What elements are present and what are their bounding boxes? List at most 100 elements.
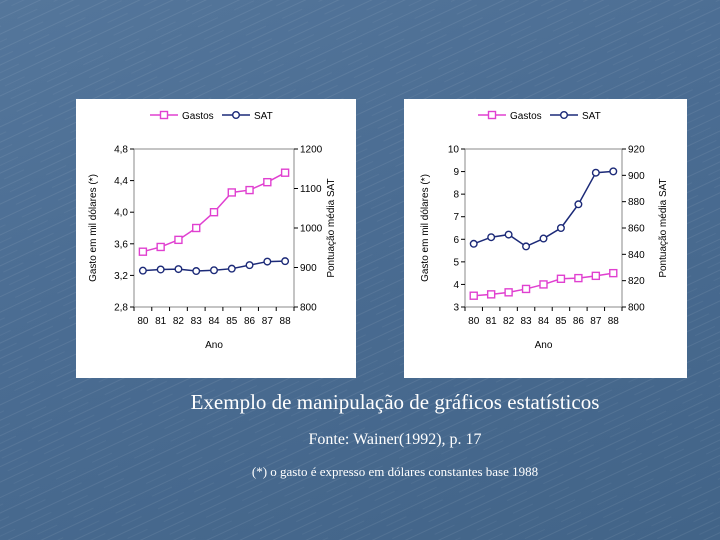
y-tick-label: 3,6 <box>114 239 128 250</box>
y-tick-label: 3 <box>453 303 459 314</box>
data-point-sat <box>227 264 236 273</box>
caption-note: (*) o gasto é expresso em dólares consta… <box>251 464 539 479</box>
data-point-sat <box>522 242 531 251</box>
data-point-sat <box>281 257 290 266</box>
data-point-gastos <box>469 291 478 300</box>
x-tick-label: 86 <box>573 316 585 327</box>
data-point-sat <box>504 230 513 239</box>
x-tick-label: 87 <box>590 316 602 327</box>
y2-tick-label: 800 <box>628 303 645 314</box>
y-tick-label: 4 <box>453 280 459 291</box>
x-axis-title: Ano <box>205 340 223 351</box>
data-point-sat <box>138 266 147 275</box>
data-point-sat <box>556 223 565 232</box>
data-point-gastos <box>504 288 513 297</box>
data-point-gastos <box>280 168 290 177</box>
y2-tick-label: 880 <box>628 197 645 208</box>
x-tick-label: 84 <box>208 316 220 327</box>
x-tick-label: 87 <box>262 316 274 327</box>
data-point-gastos <box>591 271 601 281</box>
chart-left: 2,8 3,2 3,6 4,0 4,4 4,8 800 900 1000 1100 1200 80 81… <box>88 110 337 351</box>
data-point-sat <box>156 265 165 274</box>
data-point-sat <box>574 200 583 209</box>
x-tick-label: 81 <box>486 316 498 327</box>
legend-label-sat: SAT <box>582 111 601 122</box>
data-point-sat <box>192 267 201 276</box>
x-tick-label: 88 <box>608 316 620 327</box>
x-axis-title: Ano <box>535 340 553 351</box>
y-tick-label: 10 <box>448 145 460 156</box>
y-tick-label: 3,2 <box>114 271 128 282</box>
y2-tick-label: 800 <box>300 303 317 314</box>
x-tick-label: 85 <box>226 316 238 327</box>
data-point-gastos <box>227 188 236 197</box>
data-point-sat <box>539 234 548 243</box>
x-tick-label: 86 <box>244 316 256 327</box>
y-tick-label: 7 <box>453 212 459 223</box>
x-tick-label: 81 <box>155 316 167 327</box>
y2-axis-title: Pontuação média SAT <box>326 178 337 277</box>
data-point-gastos <box>174 235 183 245</box>
data-point-gastos <box>521 284 531 294</box>
data-point-gastos <box>138 247 148 256</box>
data-point-sat <box>487 233 496 242</box>
y2-tick-label: 1000 <box>300 224 323 235</box>
data-point-gastos <box>486 290 496 299</box>
data-point-gastos <box>556 274 566 283</box>
data-point-sat <box>591 168 600 177</box>
y2-tick-label: 900 <box>300 263 317 274</box>
y-tick-label: 5 <box>453 257 459 268</box>
data-point-sat <box>245 261 254 270</box>
x-tick-label: 83 <box>520 316 532 327</box>
chart-right: 3 4 5 6 7 8 9 10 800 820 840 860 880 900 920 80 81 82 83 84… <box>420 110 669 351</box>
legend-label-sat: SAT <box>254 111 273 122</box>
data-point-gastos <box>209 207 219 217</box>
x-tick-label: 80 <box>137 316 149 327</box>
data-point-sat <box>263 257 272 266</box>
y2-tick-label: 840 <box>628 250 645 261</box>
x-tick-label: 82 <box>173 316 185 327</box>
chart-panel-right: 3 4 5 6 7 8 9 10 800 820 840 860 880 900 920 80 81 82 83 84… <box>404 99 687 378</box>
legend-marker-sat <box>231 110 240 119</box>
y2-axis-title: Pontuação média SAT <box>658 178 669 277</box>
data-point-sat <box>469 239 478 248</box>
data-point-sat <box>609 167 618 176</box>
data-point-gastos <box>574 273 583 283</box>
y2-tick-label: 860 <box>628 224 645 235</box>
y-tick-label: 4,8 <box>114 145 128 156</box>
data-point-sat <box>174 265 183 274</box>
y-tick-label: 2,8 <box>114 303 128 314</box>
data-point-gastos <box>245 185 254 195</box>
x-tick-label: 83 <box>191 316 203 327</box>
data-point-sat <box>209 266 218 275</box>
x-tick-label: 82 <box>503 316 515 327</box>
x-tick-label: 84 <box>538 316 550 327</box>
y-tick-label: 4,0 <box>114 208 128 219</box>
data-point-gastos <box>609 268 618 278</box>
legend-marker-sat <box>559 110 568 119</box>
x-tick-label: 80 <box>468 316 480 327</box>
x-tick-label: 85 <box>555 316 567 327</box>
y-tick-label: 6 <box>453 235 459 246</box>
legend-marker-gastos <box>159 110 169 120</box>
y-axis-title: Gasto em mil dólares (*) <box>420 174 431 282</box>
legend-label-gastos: Gastos <box>510 111 542 122</box>
chart-panel-left: 2,8 3,2 3,6 4,0 4,4 4,8 800 900 1000 1100 1200 80 81… <box>76 99 356 378</box>
y-tick-label: 8 <box>453 190 459 201</box>
y-tick-label: 4,4 <box>114 176 128 187</box>
y-tick-label: 9 <box>453 167 459 178</box>
y2-tick-label: 1200 <box>300 145 323 156</box>
legend-label-gastos: Gastos <box>182 111 214 122</box>
data-point-gastos <box>156 242 165 252</box>
x-tick-label: 88 <box>280 316 292 327</box>
legend-marker-gastos <box>487 110 497 120</box>
data-point-gastos <box>192 223 201 233</box>
y2-tick-label: 1100 <box>300 184 322 195</box>
y2-tick-label: 820 <box>628 276 645 287</box>
y-axis-title: Gasto em mil dólares (*) <box>88 174 99 282</box>
data-point-gastos <box>539 280 548 289</box>
caption-source: Fonte: Wainer(1992), p. 17 <box>308 431 482 448</box>
y2-tick-label: 900 <box>628 171 645 182</box>
y2-tick-label: 920 <box>628 145 645 156</box>
caption-title: Exemplo de manipulação de gráficos estat… <box>190 390 600 414</box>
